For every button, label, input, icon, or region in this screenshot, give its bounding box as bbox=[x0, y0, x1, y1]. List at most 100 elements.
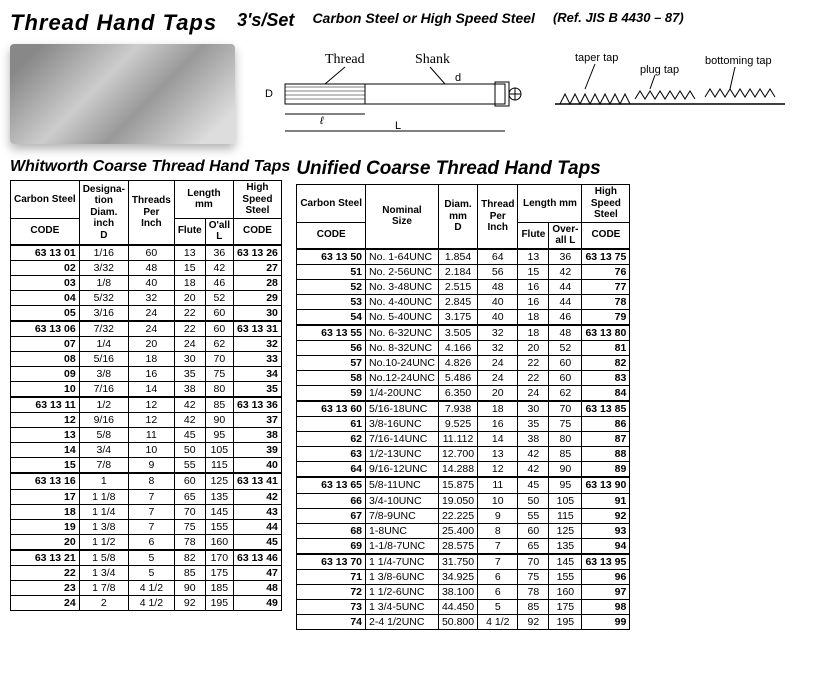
flute: 20 bbox=[518, 340, 549, 355]
label-bottoming: bottoming tap bbox=[705, 55, 772, 67]
oall: 52 bbox=[205, 290, 233, 305]
oall: 125 bbox=[549, 523, 582, 538]
flute: 24 bbox=[174, 336, 205, 351]
carbon-code: 07 bbox=[11, 336, 80, 351]
unified-section: Unified Coarse Thread Hand Taps Carbon S… bbox=[296, 154, 630, 630]
oall: 60 bbox=[549, 371, 582, 386]
tpi: 8 bbox=[128, 473, 174, 489]
nominal-size: 3/4-10UNC bbox=[366, 493, 439, 508]
carbon-code: 13 bbox=[11, 428, 80, 443]
flute: 90 bbox=[174, 580, 205, 595]
flute: 20 bbox=[174, 290, 205, 305]
tpi: 24 bbox=[478, 355, 518, 370]
diam: 3.175 bbox=[438, 309, 477, 325]
hss-code: 39 bbox=[234, 443, 282, 458]
flute: 38 bbox=[518, 432, 549, 447]
flute: 75 bbox=[518, 569, 549, 584]
nominal-size: 1 3/4-5UNC bbox=[366, 599, 439, 614]
flute: 22 bbox=[174, 305, 205, 321]
designation: 5/8 bbox=[79, 428, 128, 443]
designation: 1/8 bbox=[79, 275, 128, 290]
label-plug: plug tap bbox=[640, 64, 679, 76]
carbon-code: 74 bbox=[297, 615, 366, 630]
diam: 2.184 bbox=[438, 264, 477, 279]
designation: 7/32 bbox=[79, 321, 128, 337]
flute: 35 bbox=[518, 417, 549, 432]
hss-code: 79 bbox=[582, 309, 630, 325]
diam: 9.525 bbox=[438, 417, 477, 432]
tpi: 9 bbox=[478, 508, 518, 523]
hss-code: 44 bbox=[234, 519, 282, 534]
hss-code: 63 13 41 bbox=[234, 473, 282, 489]
tpi: 20 bbox=[478, 386, 518, 402]
diam: 2.845 bbox=[438, 294, 477, 309]
flute: 70 bbox=[174, 504, 205, 519]
hss-code: 27 bbox=[234, 260, 282, 275]
diam: 2.515 bbox=[438, 279, 477, 294]
carbon-code: 63 13 70 bbox=[297, 554, 366, 570]
hss-code: 84 bbox=[582, 386, 630, 402]
flute: 18 bbox=[518, 325, 549, 341]
hss-code: 89 bbox=[582, 462, 630, 478]
flute: 13 bbox=[518, 249, 549, 265]
oall: 60 bbox=[549, 355, 582, 370]
flute: 55 bbox=[174, 458, 205, 474]
tpi: 7 bbox=[128, 504, 174, 519]
flute: 18 bbox=[518, 309, 549, 325]
carbon-code: 73 bbox=[297, 599, 366, 614]
hss-code: 91 bbox=[582, 493, 630, 508]
oall: 145 bbox=[205, 504, 233, 519]
oall: 125 bbox=[205, 473, 233, 489]
tpi: 7 bbox=[128, 519, 174, 534]
nominal-size: No.10-24UNC bbox=[366, 355, 439, 370]
carbon-code: 23 bbox=[11, 580, 80, 595]
oall: 70 bbox=[549, 401, 582, 417]
whitworth-table: Carbon SteelDesigna- tion Diam. inch DTh… bbox=[10, 180, 282, 611]
carbon-code: 03 bbox=[11, 275, 80, 290]
diam: 44.450 bbox=[438, 599, 477, 614]
flute: 70 bbox=[518, 554, 549, 570]
hss-code: 63 13 31 bbox=[234, 321, 282, 337]
nominal-size: 3/8-16UNC bbox=[366, 417, 439, 432]
oall: 90 bbox=[205, 413, 233, 428]
diam: 1.854 bbox=[438, 249, 477, 265]
hss-code: 63 13 80 bbox=[582, 325, 630, 341]
oall: 80 bbox=[205, 382, 233, 398]
tpi: 48 bbox=[128, 260, 174, 275]
carbon-code: 22 bbox=[11, 565, 80, 580]
hss-code: 29 bbox=[234, 290, 282, 305]
hss-code: 49 bbox=[234, 595, 282, 610]
tpi: 4 1/2 bbox=[128, 580, 174, 595]
flute: 45 bbox=[174, 428, 205, 443]
oall: 160 bbox=[549, 584, 582, 599]
hss-code: 34 bbox=[234, 367, 282, 382]
carbon-code: 52 bbox=[297, 279, 366, 294]
label-thread: Thread bbox=[325, 52, 365, 67]
tpi: 5 bbox=[128, 550, 174, 566]
hss-code: 87 bbox=[582, 432, 630, 447]
tap-types-diagram: taper tap plug tap bottoming tap bbox=[555, 49, 785, 139]
tpi: 40 bbox=[128, 275, 174, 290]
hss-code: 38 bbox=[234, 428, 282, 443]
tpi: 32 bbox=[478, 325, 518, 341]
carbon-code: 04 bbox=[11, 290, 80, 305]
flute: 65 bbox=[174, 489, 205, 504]
tpi: 14 bbox=[478, 432, 518, 447]
nominal-size: 5/16-18UNC bbox=[366, 401, 439, 417]
diam: 11.112 bbox=[438, 432, 477, 447]
flute: 92 bbox=[518, 615, 549, 630]
diam: 50.800 bbox=[438, 615, 477, 630]
nominal-size: No.12-24UNC bbox=[366, 371, 439, 386]
hss-code: 94 bbox=[582, 538, 630, 554]
tpi: 11 bbox=[128, 428, 174, 443]
oall: 60 bbox=[205, 305, 233, 321]
diam: 22.225 bbox=[438, 508, 477, 523]
carbon-code: 51 bbox=[297, 264, 366, 279]
carbon-code: 05 bbox=[11, 305, 80, 321]
oall: 95 bbox=[205, 428, 233, 443]
nominal-size: No. 6-32UNC bbox=[366, 325, 439, 341]
tpi: 32 bbox=[128, 290, 174, 305]
flute: 60 bbox=[518, 523, 549, 538]
hss-code: 92 bbox=[582, 508, 630, 523]
hss-code: 47 bbox=[234, 565, 282, 580]
